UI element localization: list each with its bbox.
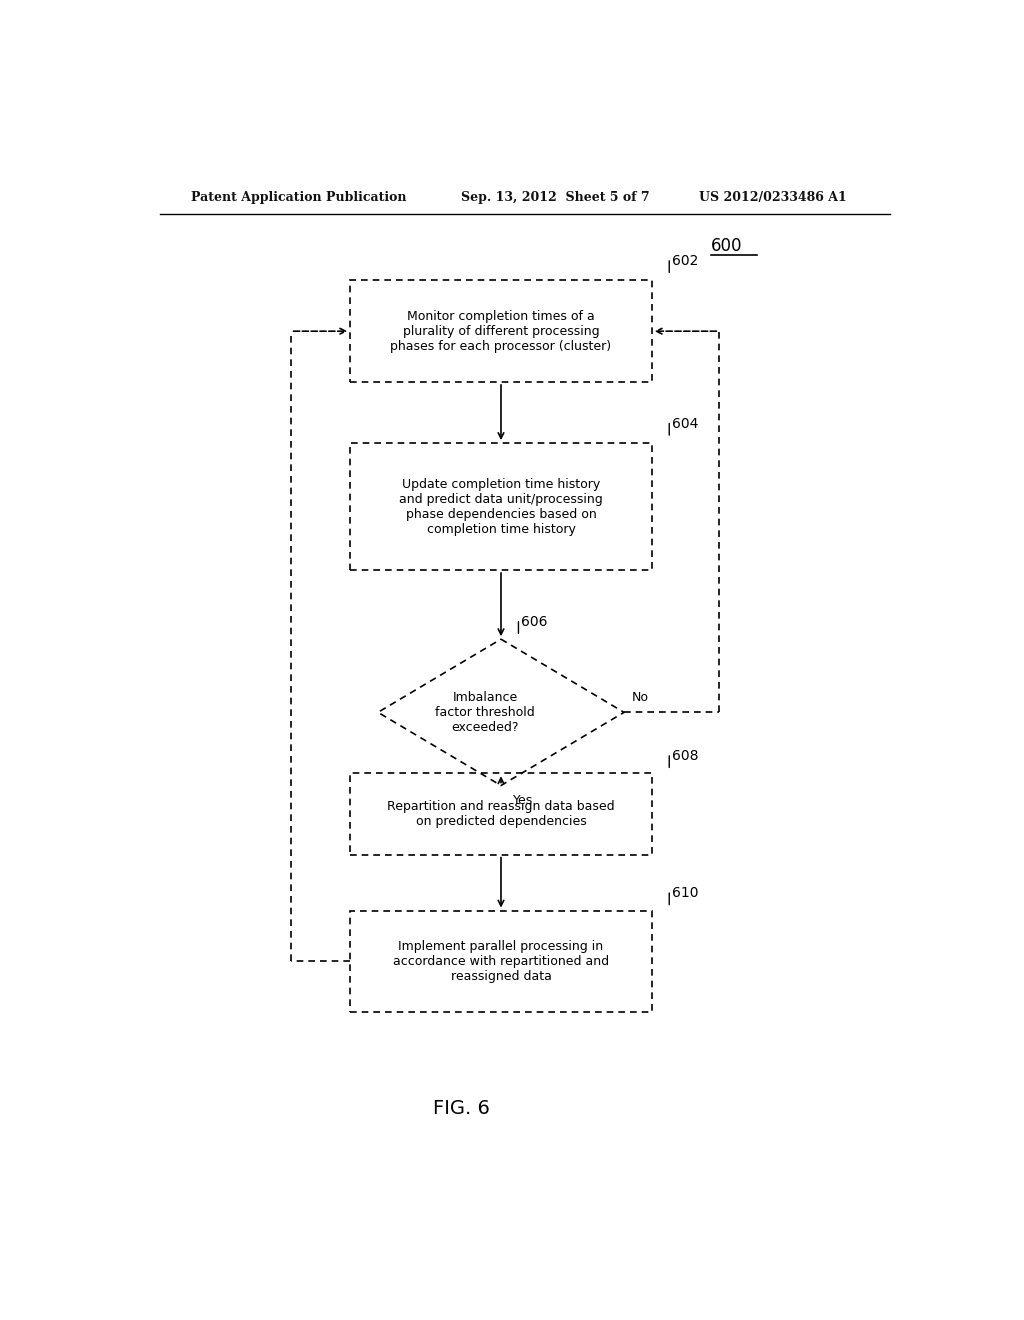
- Bar: [350, 774, 652, 854]
- Text: US 2012/0233486 A1: US 2012/0233486 A1: [699, 190, 847, 203]
- Bar: [350, 280, 652, 381]
- Text: 604: 604: [672, 417, 698, 430]
- Text: 606: 606: [521, 615, 548, 630]
- Text: Yes: Yes: [513, 793, 534, 807]
- Bar: [350, 911, 652, 1012]
- Bar: [350, 444, 652, 570]
- Text: 610: 610: [672, 886, 698, 900]
- Text: FIG. 6: FIG. 6: [433, 1100, 489, 1118]
- Text: Implement parallel processing in
accordance with repartitioned and
reassigned da: Implement parallel processing in accorda…: [393, 940, 609, 983]
- Text: Monitor completion times of a
plurality of different processing
phases for each : Monitor completion times of a plurality …: [390, 310, 611, 352]
- Text: Imbalance
factor threshold
exceeded?: Imbalance factor threshold exceeded?: [435, 690, 535, 734]
- Text: 608: 608: [672, 750, 698, 763]
- Text: Update completion time history
and predict data unit/processing
phase dependenci: Update completion time history and predi…: [399, 478, 603, 536]
- Text: Sep. 13, 2012  Sheet 5 of 7: Sep. 13, 2012 Sheet 5 of 7: [461, 190, 650, 203]
- Text: No: No: [632, 692, 649, 704]
- Text: 602: 602: [672, 255, 698, 268]
- Text: Patent Application Publication: Patent Application Publication: [191, 190, 407, 203]
- Text: 600: 600: [712, 238, 742, 255]
- Text: Repartition and reassign data based
on predicted dependencies: Repartition and reassign data based on p…: [387, 800, 614, 828]
